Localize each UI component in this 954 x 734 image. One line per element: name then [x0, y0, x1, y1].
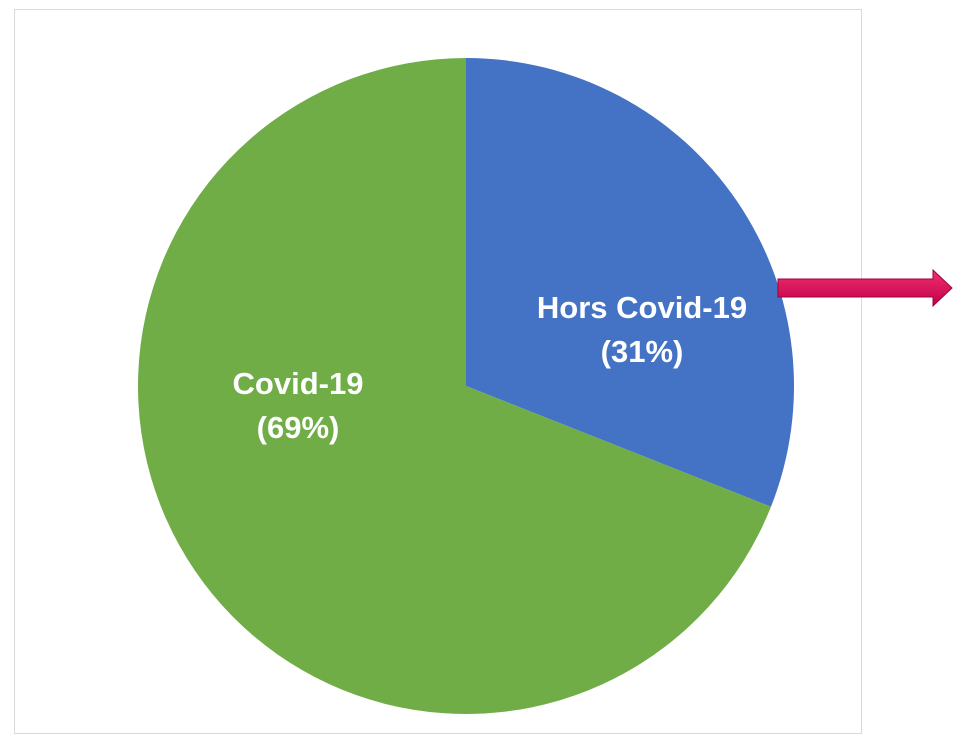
slice-label-hors-covid-percent: (31%) [601, 334, 684, 369]
slice-label-covid-name: Covid-19 [233, 366, 364, 401]
slices-layer [137, 58, 794, 714]
slice-label-covid-percent: (69%) [257, 410, 340, 445]
pie-slice-covid-19 [137, 58, 771, 714]
labels-layer: Hors Covid-19 (31%) Covid-19 (69%) [233, 290, 748, 445]
annotation-arrow [777, 268, 953, 308]
pie-slice-hors-covid-19 [466, 58, 794, 507]
slice-label-hors-covid-name: Hors Covid-19 [537, 290, 747, 325]
